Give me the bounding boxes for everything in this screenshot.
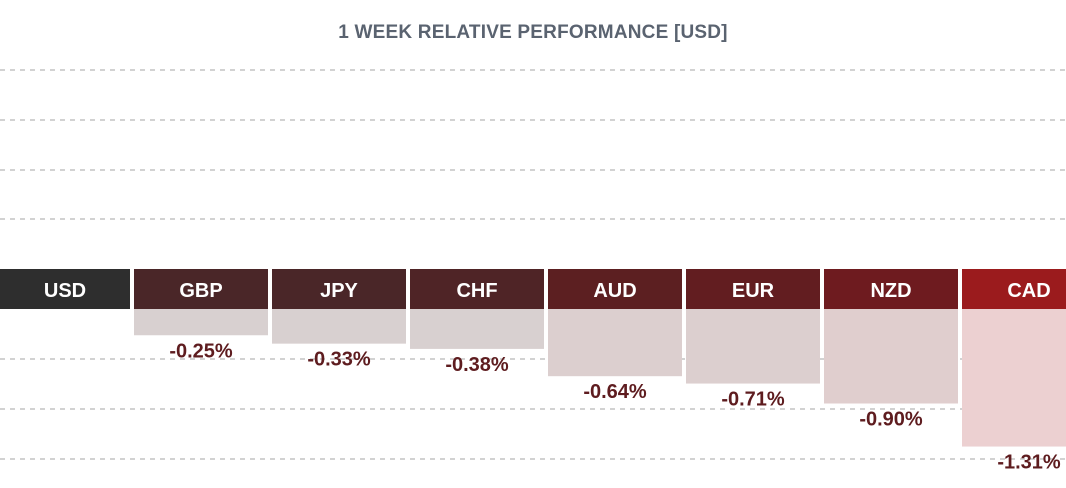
value-label-gbp: -0.25%: [169, 340, 233, 362]
header-gbp: [134, 269, 268, 309]
value-label-jpy: -0.33%: [307, 349, 371, 371]
header-aud: [548, 269, 682, 309]
header-label-eur: EUR: [732, 280, 775, 302]
header-jpy: [272, 269, 406, 309]
bar-nzd: [824, 309, 958, 404]
value-label-eur: -0.71%: [721, 389, 785, 411]
header-label-jpy: JPY: [320, 280, 358, 302]
bar-jpy: [272, 309, 406, 344]
bar-chf: [410, 309, 544, 349]
header-eur: [686, 269, 820, 309]
value-label-cad: -1.31%: [997, 452, 1061, 474]
header-label-aud: AUD: [593, 280, 636, 302]
value-label-chf: -0.38%: [445, 354, 509, 376]
value-label-aud: -0.64%: [583, 381, 647, 403]
header-label-gbp: GBP: [179, 280, 222, 302]
header-label-nzd: NZD: [870, 280, 911, 302]
base-header: [0, 269, 130, 309]
base-header-label: USD: [44, 280, 86, 302]
header-nzd: [824, 269, 958, 309]
header-label-chf: CHF: [456, 280, 497, 302]
header-chf: [410, 269, 544, 309]
bar-aud: [548, 309, 682, 377]
bar-gbp: [134, 309, 268, 336]
chart-title: 1 WEEK RELATIVE PERFORMANCE [USD]: [338, 22, 728, 43]
bar-eur: [686, 309, 820, 384]
bar-cad: [962, 309, 1066, 447]
header-label-cad: CAD: [1007, 280, 1050, 302]
header-cad: [962, 269, 1066, 309]
value-label-nzd: -0.90%: [859, 409, 923, 431]
